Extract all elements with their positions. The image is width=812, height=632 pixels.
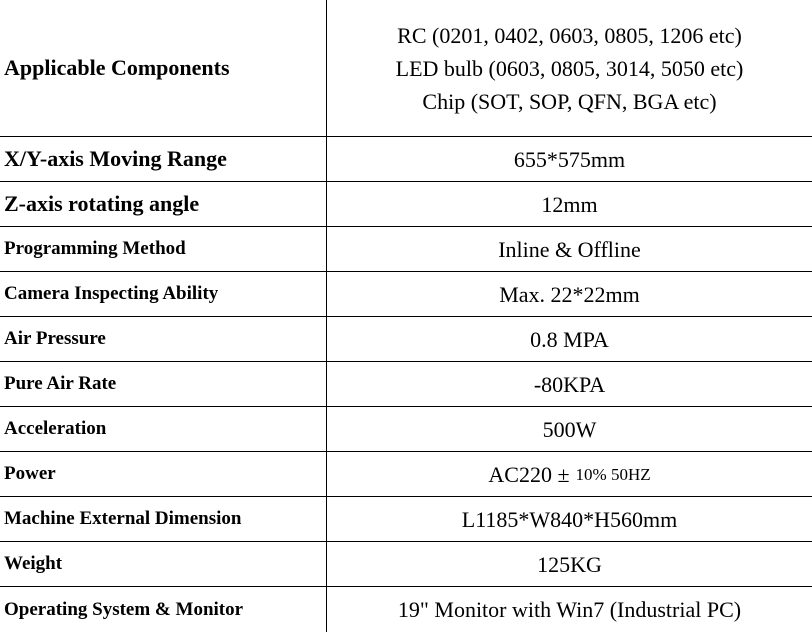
row-label: X/Y-axis Moving Range (0, 137, 327, 181)
table-row: Weight 125KG (0, 542, 812, 587)
row-value: 125KG (327, 542, 812, 586)
value-text: Inline & Offline (498, 236, 641, 262)
row-label: Programming Method (0, 227, 327, 271)
value-text: 12mm (541, 191, 598, 217)
row-label: Camera Inspecting Ability (0, 272, 327, 316)
row-label: Applicable Components (0, 0, 327, 136)
table-row: Applicable Components RC (0201, 0402, 060… (0, 0, 812, 137)
table-row: Camera Inspecting Ability Max. 22*22mm (0, 272, 812, 317)
value-text: Max. 22*22mm (499, 281, 640, 307)
row-label: Air Pressure (0, 317, 327, 361)
value-text: 655*575mm (513, 146, 626, 172)
table-row: Pure Air Rate -80KPA (0, 362, 812, 407)
row-label: Acceleration (0, 407, 327, 451)
value-text: 125KG (537, 551, 602, 577)
row-label: Machine External Dimension (0, 497, 327, 541)
value-text: 19" Monitor with Win7 (Industrial PC) (397, 597, 742, 622)
row-label: Pure Air Rate (0, 362, 327, 406)
value-text: 500W (542, 416, 597, 442)
row-value: 0.8 MPA (327, 317, 812, 361)
row-label: Operating System & Monitor (0, 587, 327, 632)
value-text: L1185*W840*H560mm (461, 506, 678, 532)
table-row: Power AC220 ±10% 50HZ (0, 452, 812, 497)
row-value: L1185*W840*H560mm (327, 497, 812, 541)
table-row: Machine External Dimension L1185*W840*H56… (0, 497, 812, 542)
row-label: Z-axis rotating angle (0, 182, 327, 226)
row-value: RC (0201, 0402, 0603, 0805, 1206 etc) LED… (327, 0, 812, 136)
table-row: Z-axis rotating angle 12mm (0, 182, 812, 227)
row-label: Power (0, 452, 327, 496)
row-value: 12mm (327, 182, 812, 226)
value-text: Chip (SOT, SOP, QFN, BGA etc) (422, 88, 717, 114)
table-row: Acceleration 500W (0, 407, 812, 452)
row-label: Weight (0, 542, 327, 586)
value-text: AC220 ± (488, 461, 570, 487)
row-value: 500W (327, 407, 812, 451)
table-row: Air Pressure 0.8 MPA (0, 317, 812, 362)
value-text: 10% 50HZ (575, 464, 651, 484)
table-row: Operating System & Monitor 19" Monitor wi… (0, 587, 812, 632)
row-value: -80KPA (327, 362, 812, 406)
row-value: 19" Monitor with Win7 (Industrial PC) (327, 587, 812, 632)
row-value: AC220 ±10% 50HZ (327, 452, 812, 496)
value-text: -80KPA (533, 371, 606, 397)
row-value: Max. 22*22mm (327, 272, 812, 316)
table-row: Programming Method Inline & Offline (0, 227, 812, 272)
row-value: 655*575mm (327, 137, 812, 181)
value-text: LED bulb (0603, 0805, 3014, 5050 etc) (395, 55, 744, 81)
value-text: 0.8 MPA (530, 326, 609, 352)
row-value: Inline & Offline (327, 227, 812, 271)
table-row: X/Y-axis Moving Range 655*575mm (0, 137, 812, 182)
value-text: RC (0201, 0402, 0603, 0805, 1206 etc) (397, 22, 742, 48)
